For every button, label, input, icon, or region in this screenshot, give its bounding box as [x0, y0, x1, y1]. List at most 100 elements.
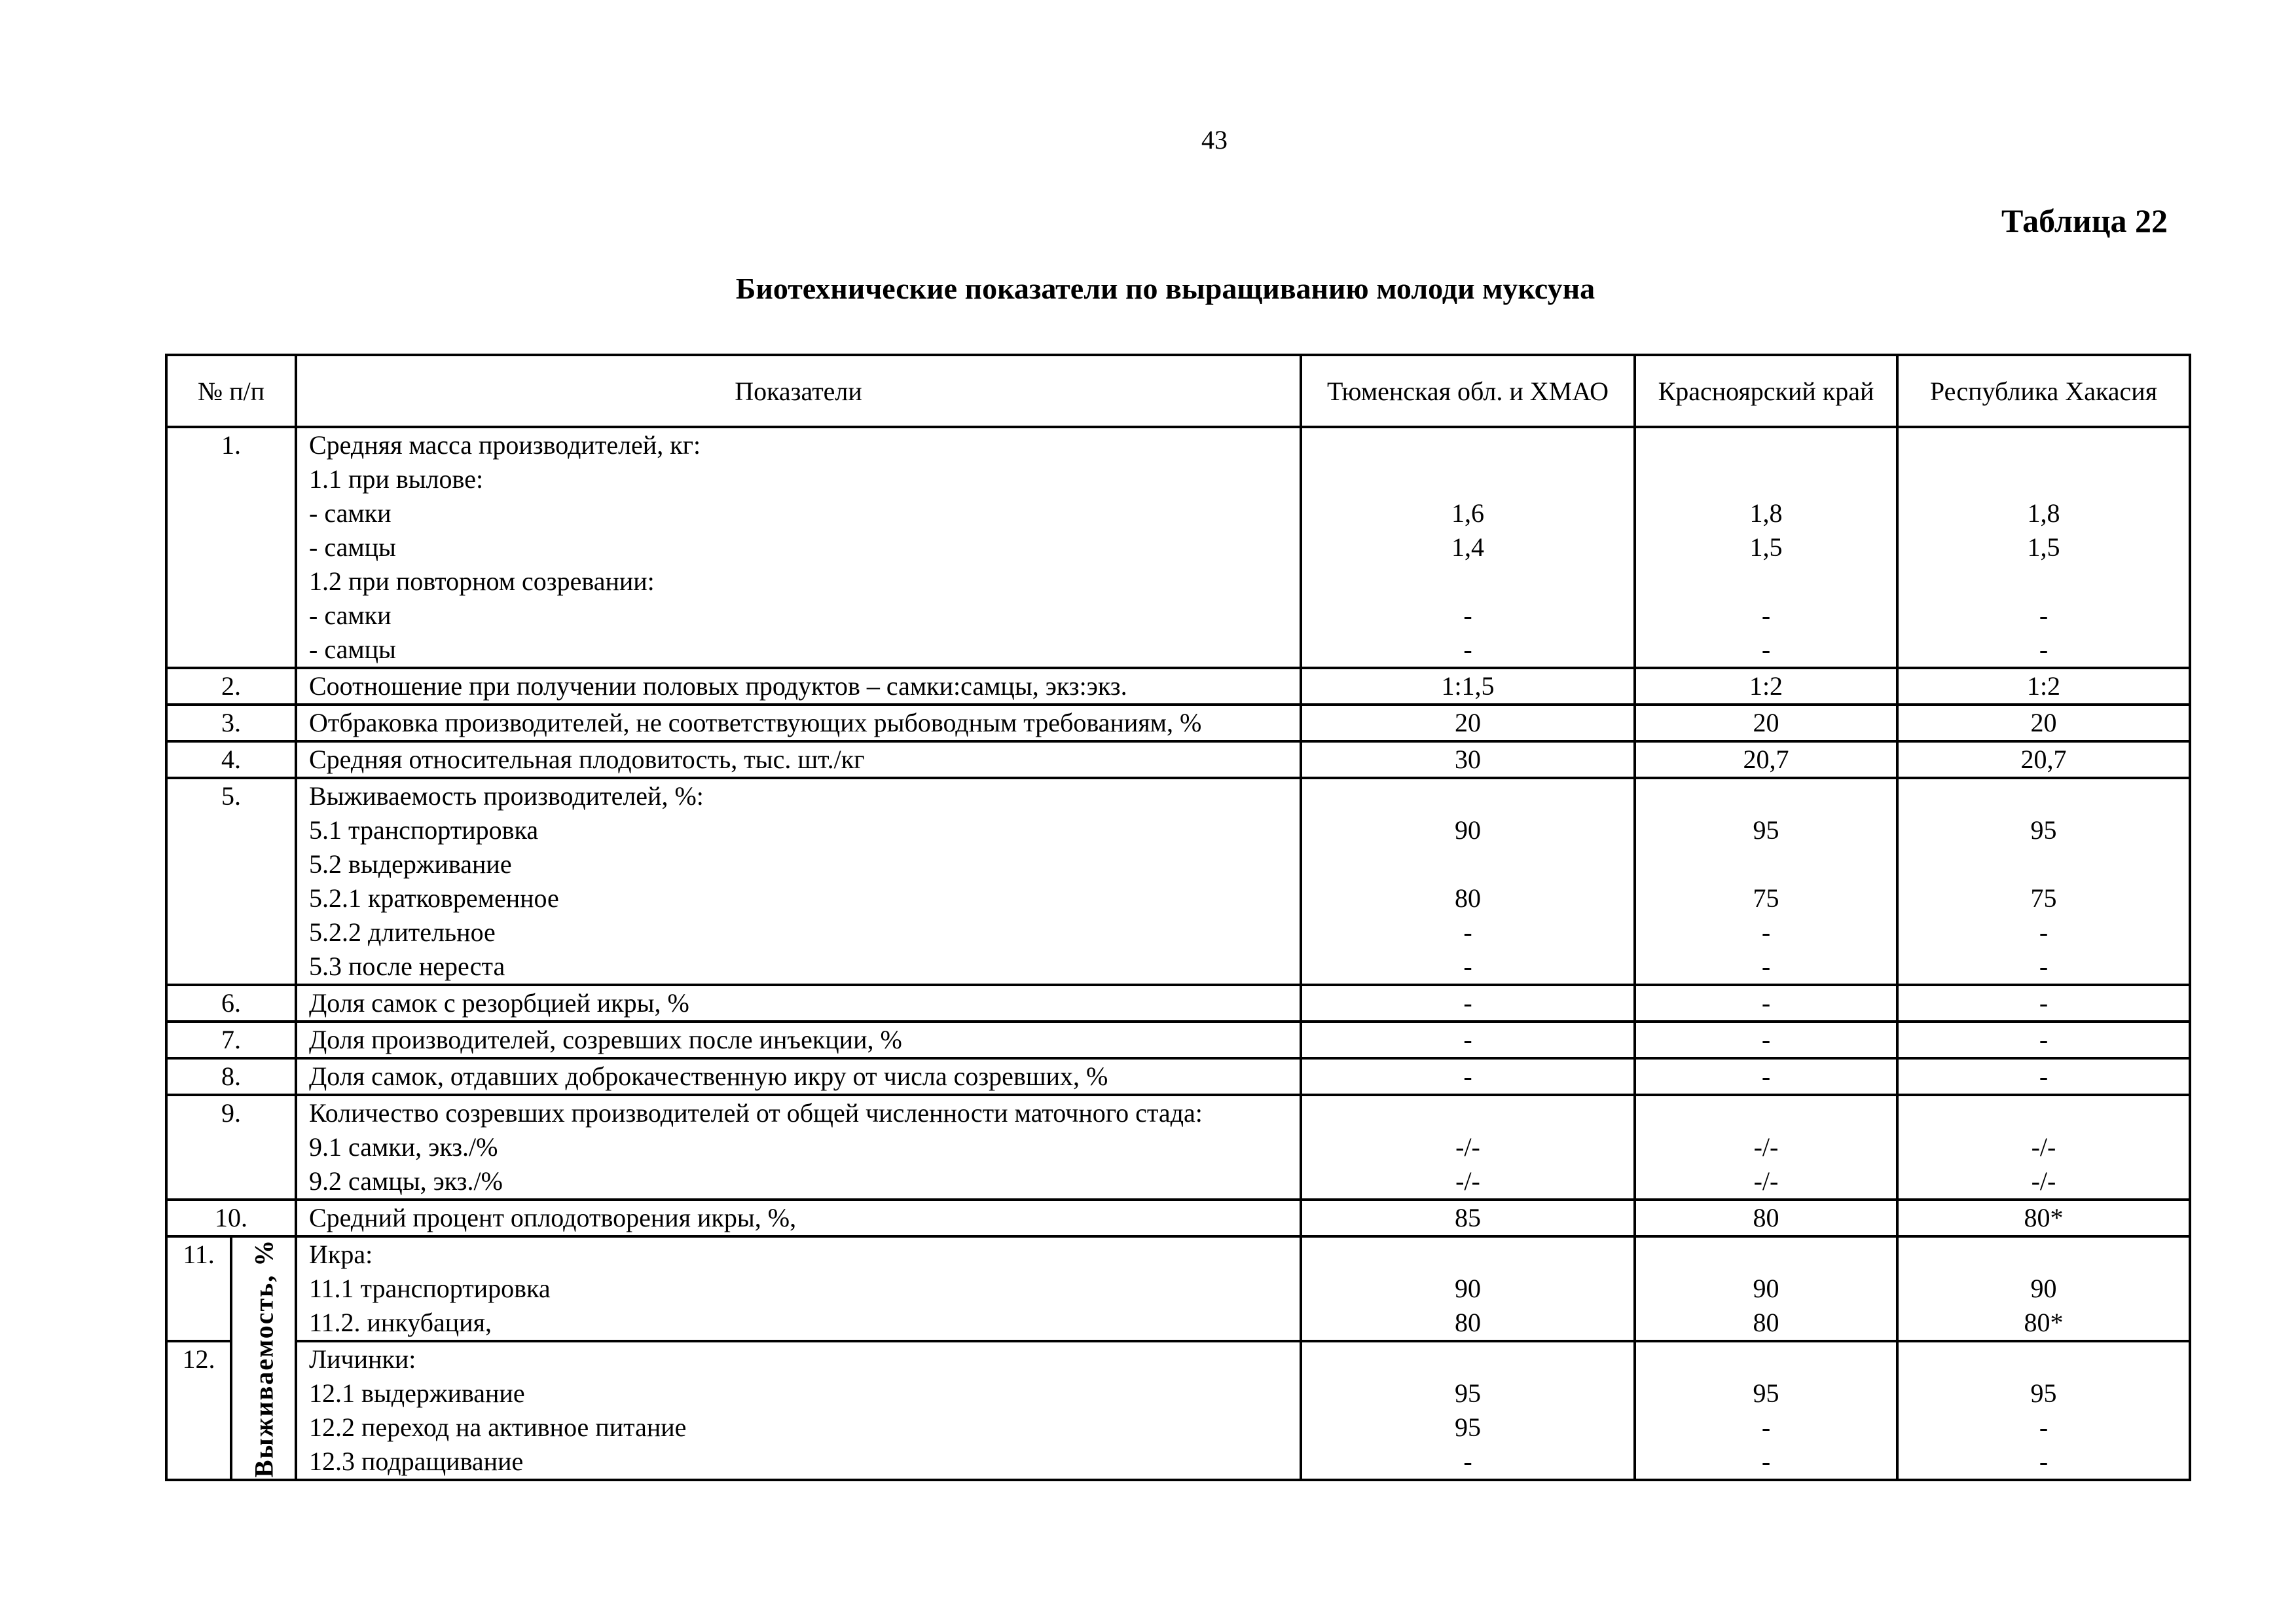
value-line: 90 — [1455, 1274, 1481, 1303]
value-line — [1899, 847, 2189, 881]
row-number-text: 2. — [221, 671, 241, 701]
krasnoyarsk-value: - — [1633, 1057, 1899, 1096]
table-title: Биотехнические показатели по выращиванию… — [735, 272, 1595, 305]
tyumen-value: -/- -/- — [1300, 1094, 1636, 1201]
header-tyumen: Тюменская обл. и ХМАО — [1300, 354, 1636, 428]
value-line: 20,7 — [1743, 745, 1789, 774]
tyumen-value: 1:1,5 — [1300, 667, 1636, 706]
row-number: 11. — [165, 1235, 232, 1342]
tyumen-value: 1,6 1,4 - - — [1300, 426, 1636, 669]
tyumen-value: 90 80 - - — [1300, 777, 1636, 986]
row-number: 7. — [165, 1020, 297, 1060]
header-row: № п/п Показатели Тюменская обл. и ХМАО К… — [165, 354, 2191, 428]
value-line: - — [1463, 917, 1472, 947]
indicator-line: - самцы — [309, 532, 396, 562]
value-line: - — [1463, 1061, 1472, 1091]
survival-group-label: Выживаемость, % — [230, 1235, 297, 1481]
value-line: 95 — [2030, 815, 2057, 845]
indicator-line: Икра: — [309, 1240, 373, 1269]
value-line: 95 — [1753, 1378, 1779, 1408]
row-number-text: 12. — [182, 1344, 215, 1374]
value-line: - — [1463, 988, 1472, 1018]
table-row: 6. Доля самок с резорбцией икры, % - - - — [165, 984, 2191, 1023]
indicator-cell: Доля самок, отдавших доброкачественную и… — [295, 1057, 1302, 1096]
value-line: 1:1,5 — [1441, 671, 1495, 701]
tyumen-value: 90 80 — [1300, 1235, 1636, 1342]
header-indicators: Показатели — [295, 354, 1302, 428]
krasnoyarsk-value: 20 — [1633, 703, 1899, 743]
value-line — [1636, 1342, 1896, 1376]
value-line: 80* — [2024, 1203, 2064, 1232]
row-number-text: 4. — [221, 745, 241, 774]
khakassia-value: - — [1896, 984, 2191, 1023]
value-line — [1302, 564, 1633, 599]
indicator-cell: Количество созревших производителей от о… — [295, 1094, 1302, 1201]
indicator-line: Отбраковка производителей, не соответств… — [309, 708, 1202, 737]
value-line: - — [2039, 988, 2049, 1018]
value-line: - — [1761, 1447, 1771, 1476]
value-line — [1636, 1096, 1896, 1130]
row-number: 8. — [165, 1057, 297, 1096]
indicator-line: 5.3 после нереста — [309, 951, 505, 981]
value-line: 1:2 — [2026, 671, 2061, 701]
indicator-cell: Соотношение при получении половых продук… — [295, 667, 1302, 706]
khakassia-value: 1,8 1,5 - - — [1896, 426, 2191, 669]
row-number: 12. — [165, 1340, 232, 1481]
value-line — [1302, 847, 1633, 881]
krasnoyarsk-value: 80 — [1633, 1198, 1899, 1238]
value-line: - — [2039, 1412, 2049, 1442]
row-number: 6. — [165, 984, 297, 1023]
indicator-cell: Доля производителей, созревших после инъ… — [295, 1020, 1302, 1060]
row-number: 5. — [165, 777, 297, 986]
indicator-cell: Выживаемость производителей, %: 5.1 транс… — [295, 777, 1302, 986]
value-line — [1636, 847, 1896, 881]
value-line: 1,5 — [2027, 532, 2060, 562]
indicator-line: Количество созревших производителей от о… — [309, 1098, 1203, 1128]
value-line: - — [1463, 951, 1472, 981]
table-row: 4. Средняя относительная плодовитость, ты… — [165, 740, 2191, 779]
table-row: 3. Отбраковка производителей, не соответс… — [165, 703, 2191, 743]
row-number: 2. — [165, 667, 297, 706]
value-line: 20 — [2030, 708, 2057, 737]
table-number: Таблица 22 — [2001, 202, 2168, 239]
krasnoyarsk-value: 95 - - — [1633, 1340, 1899, 1481]
table-row: 5. Выживаемость производителей, %: 5.1 тра… — [165, 777, 2191, 986]
table-row: 7. Доля производителей, созревших после и… — [165, 1020, 2191, 1060]
value-line: -/- — [1753, 1166, 1779, 1196]
indicator-line: 12.3 подращивание — [309, 1447, 524, 1476]
value-line: 95 — [1455, 1412, 1481, 1442]
value-line — [1899, 1096, 2189, 1130]
row-number: 1. — [165, 426, 297, 669]
row-number-text: 9. — [221, 1098, 241, 1128]
table-row: 2. Соотношение при получении половых прод… — [165, 667, 2191, 706]
krasnoyarsk-value: 95 75 - - — [1633, 777, 1899, 986]
header-khakassia: Республика Хакасия — [1896, 354, 2191, 428]
row-number: 3. — [165, 703, 297, 743]
indicator-cell: Средний процент оплодотворения икры, %, — [295, 1198, 1302, 1238]
khakassia-value: 20,7 — [1896, 740, 2191, 779]
value-line: 20 — [1753, 708, 1779, 737]
krasnoyarsk-value: 1:2 — [1633, 667, 1899, 706]
value-line — [1302, 428, 1633, 462]
value-line: - — [2039, 917, 2049, 947]
indicators-table: № п/п Показатели Тюменская обл. и ХМАО К… — [165, 354, 2191, 1481]
value-line — [1899, 1342, 2189, 1376]
tyumen-value: 20 — [1300, 703, 1636, 743]
value-line: - — [2039, 1447, 2049, 1476]
survival-label-text: Выживаемость, % — [249, 1238, 278, 1478]
value-line: 75 — [1753, 883, 1779, 913]
indicator-line: 1.2 при повторном созревании: — [309, 566, 655, 596]
row-number-text: 1. — [221, 430, 241, 460]
indicator-line: Доля производителей, созревших после инъ… — [309, 1025, 902, 1054]
indicator-line: Доля самок, отдавших доброкачественную и… — [309, 1061, 1108, 1091]
table-row: 8. Доля самок, отдавших доброкачественную… — [165, 1057, 2191, 1096]
indicator-line: Средняя относительная плодовитость, тыс.… — [309, 745, 865, 774]
indicator-line: 1.1 при вылове: — [309, 464, 484, 494]
row-number: 9. — [165, 1094, 297, 1201]
tyumen-value: 85 — [1300, 1198, 1636, 1238]
value-line: 80 — [1455, 1308, 1481, 1337]
khakassia-value: 95 - - — [1896, 1340, 2191, 1481]
value-line: - — [1761, 1412, 1771, 1442]
value-line — [1636, 1238, 1896, 1272]
tyumen-value: - — [1300, 984, 1636, 1023]
